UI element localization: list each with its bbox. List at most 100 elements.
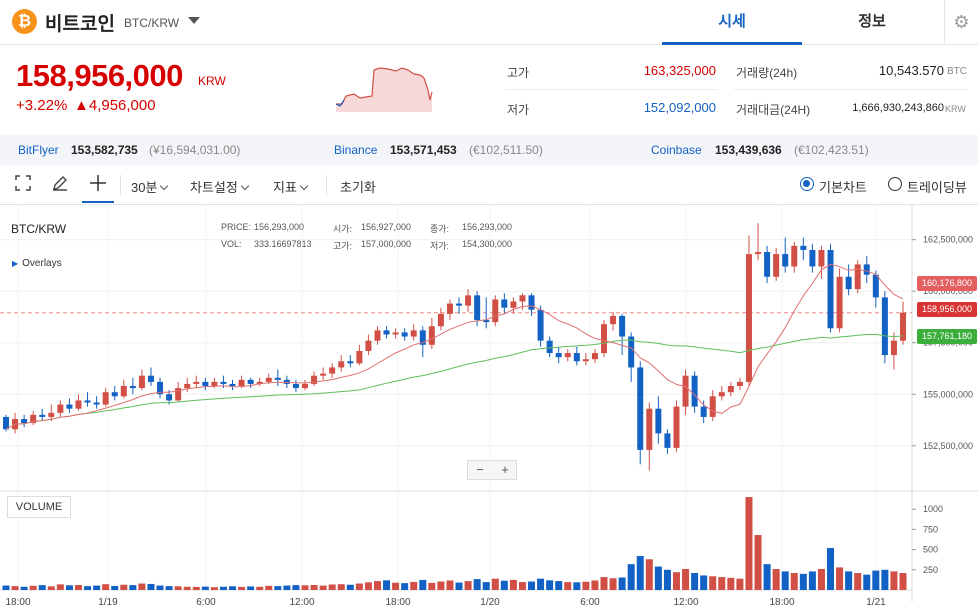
candle-body [537,309,544,341]
exchange-name-binance[interactable]: Binance [334,143,378,157]
volume-bar [890,571,898,590]
candle-body [890,340,897,356]
volume-bar [301,585,309,590]
volume-bar [817,568,825,590]
candle-body [175,388,182,401]
reset-button[interactable]: 초기화 [340,180,376,195]
candle-body [329,367,336,374]
volume-bar [392,582,400,590]
volume-bar [201,586,209,590]
draw-pencil-icon[interactable] [48,173,72,197]
volume-bar [437,581,445,590]
candle-body [501,299,508,308]
candle-body [66,404,73,409]
volume-bar [428,582,436,590]
indicators-menu[interactable]: 지표 [273,177,309,196]
candle-body [610,315,617,325]
coin-pair[interactable]: BTC/KRW [124,16,180,30]
volume-bar [845,571,853,590]
time-axis-label: 1/20 [480,597,500,608]
price-chart-area[interactable]: 162,500,000160,000,000157,500,000155,000… [0,205,978,609]
volume-bar [736,578,744,590]
price-axis-label: 162,500,000 [923,235,973,245]
tab-info[interactable]: 정보 [858,13,886,30]
candle-body [39,414,46,417]
candle-body [900,312,906,341]
time-axis-label: 6:00 [580,597,600,608]
legend-high-label: 고가: [333,241,353,251]
volume-bar [138,583,146,590]
candle-body [836,276,843,329]
candle-body [727,386,734,393]
candle-body [664,433,671,448]
candle-body [184,383,191,389]
candle-body [48,412,55,417]
volume-bar [772,568,780,590]
tab-price[interactable]: 시세 [662,0,802,45]
zoom-in-button[interactable]: + [501,462,509,477]
volume-bar [74,584,82,590]
zoom-out-button[interactable]: − [476,462,484,477]
volume-bar [283,585,291,590]
candlestick-chart[interactable]: 162,500,000160,000,000157,500,000155,000… [0,205,978,609]
coin-dropdown-icon[interactable] [188,17,200,24]
volume-axis-label: 750 [923,524,938,534]
volume-bar [654,566,662,590]
volume-bar [727,577,735,590]
candle-body [102,392,109,405]
candle-body [791,245,798,267]
volume-bar [446,580,454,590]
time-axis-label: 1/19 [98,597,118,608]
candle-body [410,330,417,337]
time-axis-label: 18:00 [385,597,410,608]
gear-icon[interactable]: ⚙ [944,0,978,45]
volume-bar [663,569,671,590]
fullscreen-glyph [15,175,31,191]
candle-body [3,416,9,430]
interval-select[interactable]: 30분 [131,177,169,196]
candle-body [302,383,308,389]
candle-body [401,332,408,337]
volume-bar [745,497,753,590]
exchange-name-coinbase[interactable]: Coinbase [651,143,702,157]
volume-bar [836,567,844,590]
candle-body [827,249,834,329]
candle-body [673,406,680,448]
candle-body [800,245,807,250]
volume-bar [364,582,372,590]
candle-body [764,252,771,277]
candle-body [30,414,37,424]
volume-bar [102,584,110,590]
volume-bar [645,559,653,590]
chart-settings-menu[interactable]: 차트설정 [190,177,250,196]
candle-body [238,379,245,387]
price-tag-ma-fast: 160,176,800 [917,276,977,291]
toolbar-divider [120,175,121,195]
divider [734,89,968,90]
candle-body [564,353,571,358]
radio-basic-chart[interactable] [800,177,814,191]
coin-name[interactable]: 비트코인 [45,14,115,35]
candle-body [383,330,390,335]
candle-body [845,276,852,290]
overlays-toggle[interactable]: ▶ Overlays [12,258,62,269]
volume-axis-label: 500 [923,545,938,555]
volume-bar [763,564,771,590]
tradingview-label[interactable]: 트레이딩뷰 [907,180,967,195]
candle-body [437,313,444,327]
candle-body [365,340,372,351]
fullscreen-icon[interactable] [11,173,35,197]
price-unit: KRW [198,74,226,88]
basic-chart-label[interactable]: 기본차트 [819,180,867,195]
indicators-label: 지표 [273,180,297,195]
crosshair-icon[interactable] [82,173,114,203]
candle-body [818,249,825,267]
volume-unit: BTC [947,66,967,77]
volume-bar [229,586,237,590]
current-price: 158,956,000 [16,58,183,93]
radio-tradingview[interactable] [888,177,902,191]
exchange-sub-coinbase: (€102,423.51) [794,143,869,157]
exchange-name-bitflyer[interactable]: BitFlyer [18,143,59,157]
time-axis-label: 12:00 [289,597,314,608]
legend-open-value: 156,927,000 [361,222,412,232]
